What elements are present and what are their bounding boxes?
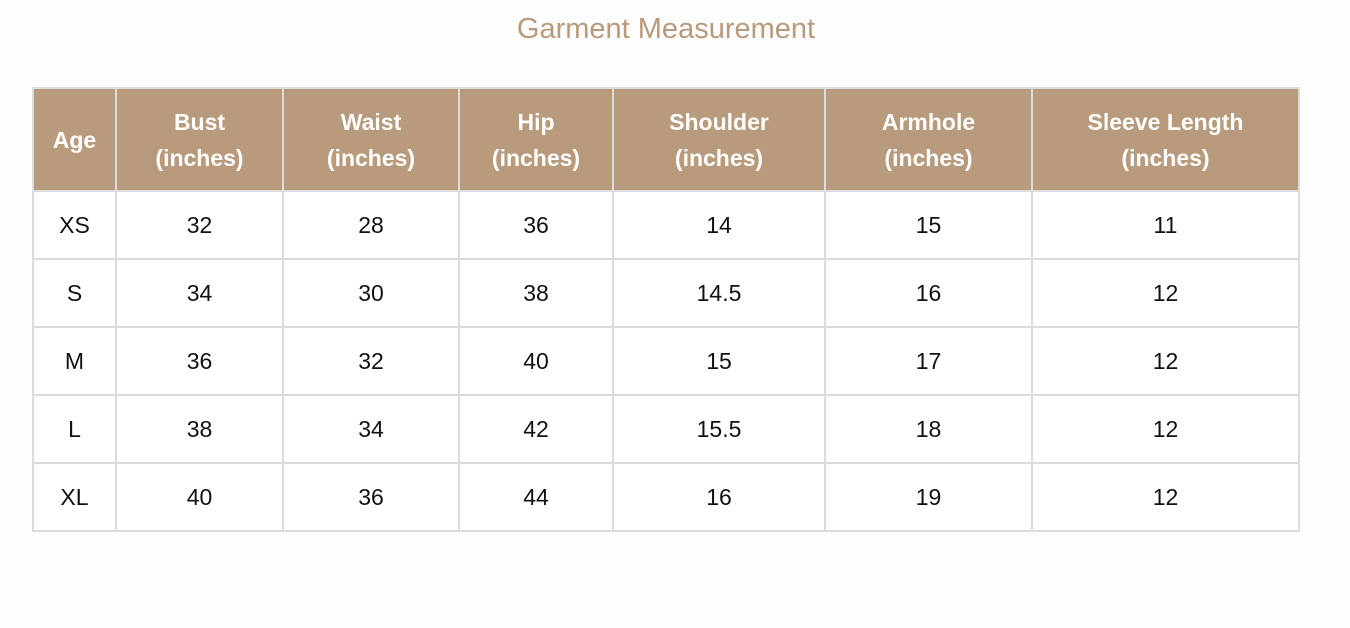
table-cell: 30 bbox=[282, 258, 460, 328]
table-cell: 17 bbox=[824, 326, 1033, 396]
header-text: (inches) bbox=[155, 144, 244, 171]
table-cell: 14.5 bbox=[612, 258, 826, 328]
table-cell: 38 bbox=[115, 394, 284, 464]
table-cell: 16 bbox=[612, 462, 826, 532]
page-title: Garment Measurement bbox=[516, 13, 816, 45]
header-row: Age Bust (inches) Waist (inches) Hip (inches) S… bbox=[32, 87, 1300, 192]
column-header: Age bbox=[32, 87, 117, 192]
table-cell: S bbox=[32, 258, 117, 328]
table-cell: 12 bbox=[1031, 394, 1300, 464]
table-row: XL 40 36 44 16 19 12 bbox=[32, 462, 1300, 532]
column-header: Hip (inches) bbox=[458, 87, 614, 192]
header-text: Sleeve Length bbox=[1087, 108, 1244, 135]
table-cell: 36 bbox=[282, 462, 460, 532]
table-row: M 36 32 40 15 17 12 bbox=[32, 326, 1300, 396]
header-text: (inches) bbox=[1121, 144, 1210, 171]
table-row: L 38 34 42 15.5 18 12 bbox=[32, 394, 1300, 464]
table-cell: 36 bbox=[458, 190, 614, 260]
column-header: Sleeve Length (inches) bbox=[1031, 87, 1300, 192]
table-row: XS 32 28 36 14 15 11 bbox=[32, 190, 1300, 260]
table-cell: 32 bbox=[282, 326, 460, 396]
table-cell: 40 bbox=[115, 462, 284, 532]
table-cell: 19 bbox=[824, 462, 1033, 532]
table-cell: 34 bbox=[282, 394, 460, 464]
table-cell: 12 bbox=[1031, 462, 1300, 532]
table-cell: 42 bbox=[458, 394, 614, 464]
table-cell: 15 bbox=[612, 326, 826, 396]
column-header: Shoulder (inches) bbox=[612, 87, 826, 192]
table-cell: 40 bbox=[458, 326, 614, 396]
table-cell: 15.5 bbox=[612, 394, 826, 464]
header-text: Bust bbox=[173, 108, 226, 135]
measurement-table: Age Bust (inches) Waist (inches) Hip (inches) S… bbox=[32, 87, 1300, 532]
header-text: (inches) bbox=[326, 144, 416, 171]
table-row: S 34 30 38 14.5 16 12 bbox=[32, 258, 1300, 328]
header-text: (inches) bbox=[884, 144, 973, 171]
header-text: (inches) bbox=[491, 144, 581, 171]
column-header: Waist (inches) bbox=[282, 87, 460, 192]
table-cell: XL bbox=[32, 462, 117, 532]
table-cell: 14 bbox=[612, 190, 826, 260]
table-cell: 28 bbox=[282, 190, 460, 260]
table-cell: 44 bbox=[458, 462, 614, 532]
header-text: Waist bbox=[340, 108, 402, 135]
table-cell: 16 bbox=[824, 258, 1033, 328]
header-text: Age bbox=[52, 126, 97, 153]
table-cell: 18 bbox=[824, 394, 1033, 464]
table-cell: XS bbox=[32, 190, 117, 260]
table-cell: L bbox=[32, 394, 117, 464]
table-cell: 11 bbox=[1031, 190, 1300, 260]
table-cell: 12 bbox=[1031, 326, 1300, 396]
column-header: Bust (inches) bbox=[115, 87, 284, 192]
table-cell: 36 bbox=[115, 326, 284, 396]
table-cell: 12 bbox=[1031, 258, 1300, 328]
header-text: Armhole bbox=[881, 108, 976, 135]
column-header: Armhole (inches) bbox=[824, 87, 1033, 192]
table-cell: 32 bbox=[115, 190, 284, 260]
header-text: Hip bbox=[517, 108, 555, 135]
header-text: (inches) bbox=[674, 144, 764, 171]
table-cell: 34 bbox=[115, 258, 284, 328]
table-cell: M bbox=[32, 326, 117, 396]
table-cell: 38 bbox=[458, 258, 614, 328]
header-text: Shoulder bbox=[669, 108, 769, 135]
table-cell: 15 bbox=[824, 190, 1033, 260]
